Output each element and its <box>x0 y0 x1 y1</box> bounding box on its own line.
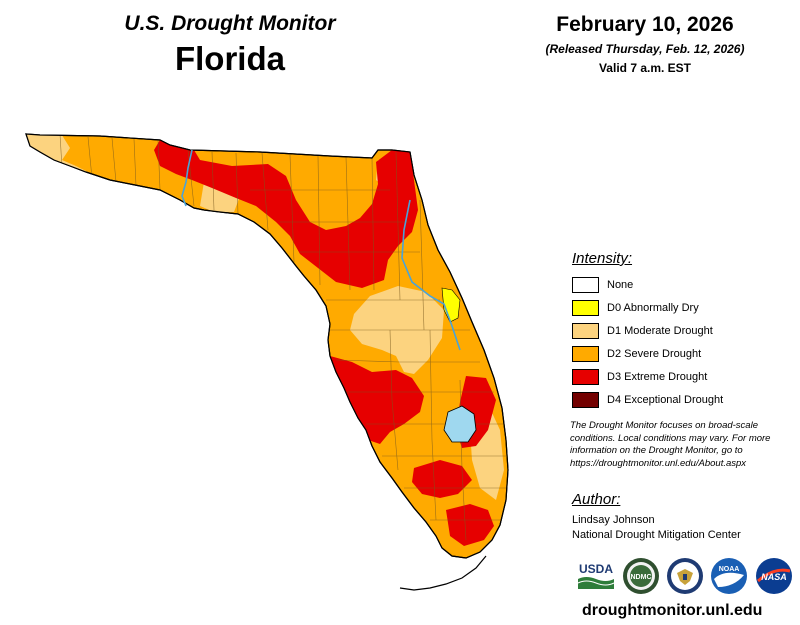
legend-swatch <box>572 346 599 362</box>
author-heading: Author: <box>572 491 620 508</box>
legend-title: Intensity: <box>572 250 632 267</box>
legend-swatch <box>572 277 599 293</box>
usda-logo: USDA <box>576 559 616 593</box>
ndmc-logo-text: NDMC <box>631 574 652 581</box>
florida-drought-map <box>0 0 560 625</box>
noaa-logo-text: NOAA <box>719 566 740 573</box>
legend-swatch <box>572 300 599 316</box>
nasa-logo: NASA <box>754 557 794 595</box>
author-organization: National Drought Mitigation Center <box>572 529 741 541</box>
legend-item-d3: D3 Extreme Drought <box>572 365 723 388</box>
legend: None D0 Abnormally Dry D1 Moderate Droug… <box>572 273 723 411</box>
noaa-logo: NOAA <box>710 557 748 595</box>
ndmc-logo: NDMC <box>622 557 660 595</box>
disclaimer-note: The Drought Monitor focuses on broad-sca… <box>570 420 795 470</box>
florida-keys <box>400 556 486 590</box>
legend-item-d1: D1 Moderate Drought <box>572 319 723 342</box>
legend-label: None <box>607 279 633 291</box>
legend-label: D1 Moderate Drought <box>607 325 713 337</box>
legend-label: D4 Exceptional Drought <box>607 394 723 406</box>
nasa-logo-text: NASA <box>761 572 787 582</box>
author-name: Lindsay Johnson <box>572 514 655 526</box>
usda-logo-text: USDA <box>579 562 613 576</box>
legend-item-d2: D2 Severe Drought <box>572 342 723 365</box>
legend-item-d0: D0 Abnormally Dry <box>572 296 723 319</box>
website-url[interactable]: droughtmonitor.unl.edu <box>582 602 762 620</box>
legend-swatch <box>572 392 599 408</box>
legend-swatch <box>572 323 599 339</box>
legend-item-d4: D4 Exceptional Drought <box>572 388 723 411</box>
legend-label: D2 Severe Drought <box>607 348 701 360</box>
partner-logos: USDA NDMC NOAA NASA <box>572 555 797 597</box>
legend-label: D3 Extreme Drought <box>607 371 707 383</box>
legend-item-none: None <box>572 273 723 296</box>
eagle-seal-icon <box>666 557 704 595</box>
legend-label: D0 Abnormally Dry <box>607 302 699 314</box>
legend-swatch <box>572 369 599 385</box>
